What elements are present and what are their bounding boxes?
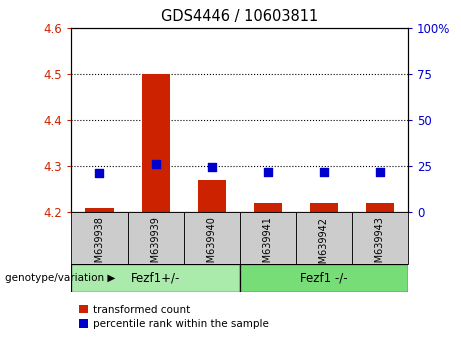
Bar	[310, 203, 338, 212]
Bar	[71, 264, 240, 292]
Text: GSM639939: GSM639939	[151, 217, 160, 275]
Bar	[198, 180, 226, 212]
Text: GSM639941: GSM639941	[263, 217, 273, 275]
Bar	[296, 212, 352, 264]
Point	[376, 169, 384, 175]
Bar	[352, 212, 408, 264]
Bar	[240, 264, 408, 292]
Title: GDS4446 / 10603811: GDS4446 / 10603811	[161, 9, 319, 24]
Bar	[240, 212, 296, 264]
Point	[152, 161, 160, 167]
Bar	[71, 212, 128, 264]
Bar	[366, 203, 394, 212]
Bar	[142, 74, 170, 212]
Point	[208, 165, 215, 170]
Point	[264, 169, 272, 175]
Bar	[183, 212, 240, 264]
Legend: transformed count, percentile rank within the sample: transformed count, percentile rank withi…	[77, 303, 271, 331]
Point	[320, 169, 327, 175]
Text: GSM639938: GSM639938	[95, 217, 105, 275]
Point	[96, 171, 103, 176]
Text: GSM639942: GSM639942	[319, 217, 329, 275]
Bar	[85, 208, 113, 212]
Bar	[128, 212, 183, 264]
Text: GSM639940: GSM639940	[207, 217, 217, 275]
Bar	[254, 203, 282, 212]
Text: Fezf1 -/-: Fezf1 -/-	[300, 272, 348, 284]
Text: genotype/variation ▶: genotype/variation ▶	[5, 273, 115, 283]
Text: GSM639943: GSM639943	[375, 217, 385, 275]
Text: Fezf1+/-: Fezf1+/-	[131, 272, 180, 284]
